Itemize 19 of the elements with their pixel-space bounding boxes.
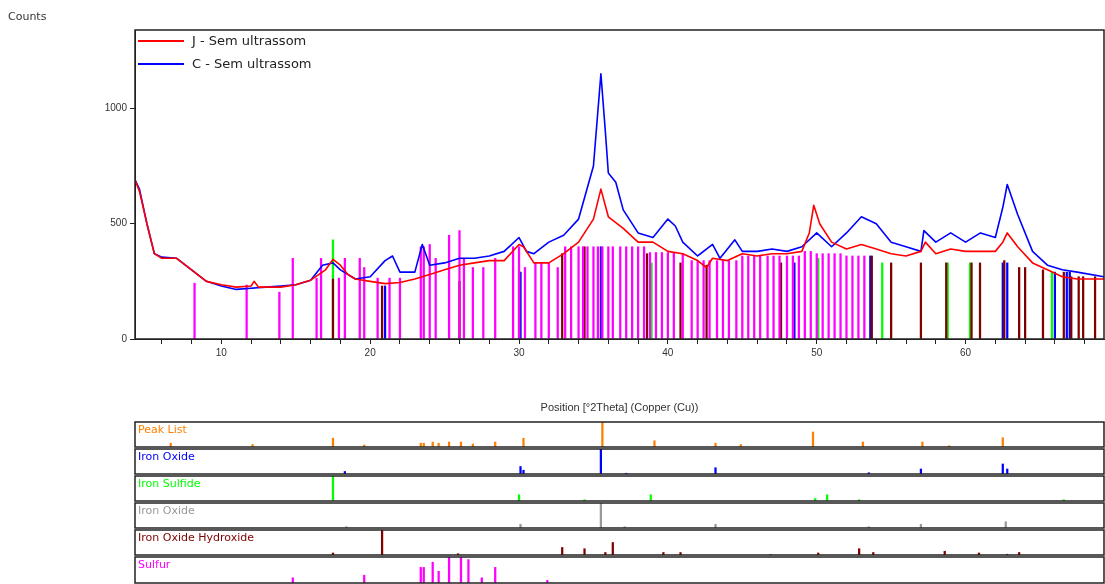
- y-tick-label: 500: [110, 217, 128, 229]
- chart-title: Sulfur: [138, 558, 171, 572]
- y-tick-label: 0: [121, 332, 128, 344]
- chart-title: Iron Sulfide: [138, 477, 201, 491]
- chart-title: Peak List: [138, 423, 188, 437]
- legend-label: C - Sem ultrassom: [192, 56, 312, 71]
- x-axis-title: Position [°2Theta] (Copper (Cu)): [540, 401, 699, 414]
- x-tick-label: 50: [811, 346, 823, 358]
- y-axis-title: Counts: [8, 10, 47, 23]
- legend-label: J - Sem ultrassom: [192, 33, 307, 48]
- chart-title: Iron Oxide Hydroxide: [138, 531, 255, 545]
- x-tick-label: 30: [513, 346, 526, 358]
- y-tick-label: 1000: [104, 102, 128, 114]
- chart-title: Iron Oxide: [138, 450, 195, 464]
- x-tick-label: 60: [960, 346, 972, 358]
- x-tick-label: 40: [662, 346, 674, 358]
- x-tick-label: 20: [364, 346, 377, 358]
- x-tick-label: 10: [215, 346, 228, 358]
- chart-title: Iron Oxide: [138, 504, 195, 518]
